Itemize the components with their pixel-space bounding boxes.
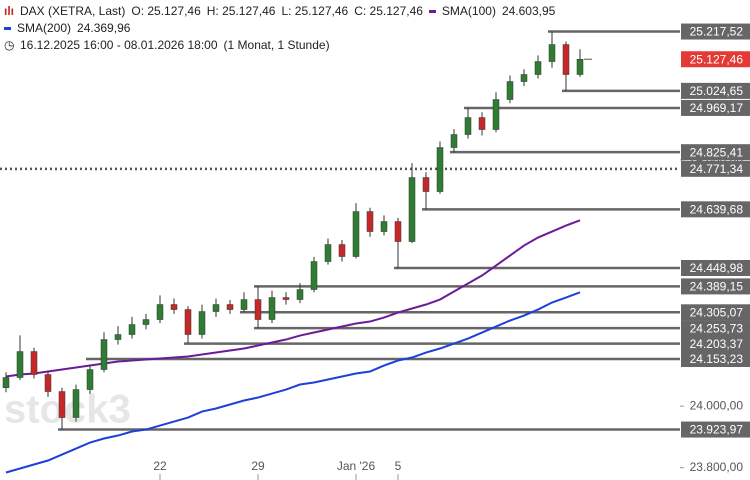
level-tag [681,335,750,352]
candle-body [156,304,164,320]
candle-body [30,351,38,375]
candle-body [380,221,388,232]
level-tag [681,304,750,321]
instrument: DAX (XETRA, Last) [20,4,126,18]
candle-body [520,74,528,82]
legend: ılı DAX (XETRA, Last) O: 25.127,46 H: 25.12… [4,3,561,54]
candle-body [506,81,514,100]
level-label: 24.203,37 [690,337,744,351]
candle-body [436,147,444,192]
level-label: 24.639,68 [690,203,744,217]
level-label: 24.771,34 [690,162,744,176]
candle-body [184,309,192,335]
level-label: 25.024,65 [690,84,744,98]
candle-body [562,44,570,75]
candle-body [226,304,234,310]
x-tick-label: 22 [153,459,167,473]
candle-body [296,289,304,300]
candle-body [422,177,430,192]
level-label: 24.153,23 [690,352,744,366]
candle-body [240,299,248,310]
level-label: 24.389,15 [690,280,744,294]
level-tag [681,160,750,177]
y-tick-label: 23.800,00 [690,460,744,474]
candle-body [72,389,80,418]
legend-name: SMA(200) [17,21,72,35]
candle-body [212,304,220,312]
candle-body [282,297,290,300]
candle-body [254,299,262,320]
candle-body [100,339,108,370]
level-label: 24.969,17 [690,101,744,115]
ohlc-low: L: 25.127,46 [281,4,349,18]
candle-body [114,334,122,340]
candle-body [170,304,178,310]
candle-body [142,319,150,325]
level-label: 24.448,98 [690,261,744,275]
level-tag [681,99,750,116]
candle-body [198,311,206,335]
candle-body [16,351,24,378]
level-tag [681,278,750,295]
level-tag [681,23,750,40]
candle-body [324,244,332,262]
ohlc-close: C: 25.127,46 [354,4,423,18]
candle-body [268,297,276,320]
candle-body [408,177,416,242]
candle-body [394,221,402,242]
date-range: 16.12.2025 16:00 - 08.01.2026 18:00 [20,38,218,52]
legend-row: ılı DAX (XETRA, Last) O: 25.127,46 H: 25.12… [4,4,556,18]
level-label: 23.923,97 [690,423,744,437]
candle-body [86,369,94,390]
level-label: 24.305,07 [690,305,744,319]
candle-body [338,244,346,257]
x-tick-label: 29 [251,459,265,473]
legend-value: 24.369,96 [77,21,131,35]
candle-body [352,211,360,257]
candle-body [576,58,584,75]
ohlc-high: H: 25.127,46 [206,4,276,18]
legend-row: ◷ 16.12.2025 16:00 - 08.01.2026 18:00 (1 M… [4,38,330,52]
candle-body [366,211,374,232]
level-label: 24.253,73 [690,321,744,335]
level-label: 24.825,41 [690,145,744,159]
candle-body [2,377,10,388]
candle-body [464,117,472,135]
sma-line [5,291,581,474]
interval: (1 Monat, 1 Stunde) [223,38,330,52]
candle-body [492,99,500,130]
x-tick-label: 5 [395,459,402,473]
sma-line [5,219,581,378]
level-label: 25.217,52 [690,25,744,39]
candle-body [58,391,66,418]
y-tick-label: 24.000,00 [690,398,744,412]
legend-row: SMA(200) 24.369,96 [4,20,561,37]
level-tag [681,201,750,218]
last-price-label: 25.127,46 [690,52,744,66]
candle-body [548,44,556,62]
ohlc-open: O: 25.127,46 [131,4,201,18]
candle-body [450,134,458,148]
last-price-tag [681,51,750,68]
level-tag [681,260,750,277]
candle-body [128,324,136,335]
level-tag [681,421,750,438]
level-tag [681,144,750,161]
candle-body [534,61,542,75]
candle-body [478,117,486,130]
level-tag [681,351,750,368]
legend-value: 24.603,95 [501,4,556,18]
level-tag [681,320,750,337]
x-tick-label: Jan '26 [337,459,376,473]
watermark: stock3 [4,388,131,432]
legend-name: SMA(100) [441,4,496,18]
candle-body [44,374,52,392]
level-tag [681,82,750,99]
candle-body [310,261,318,290]
